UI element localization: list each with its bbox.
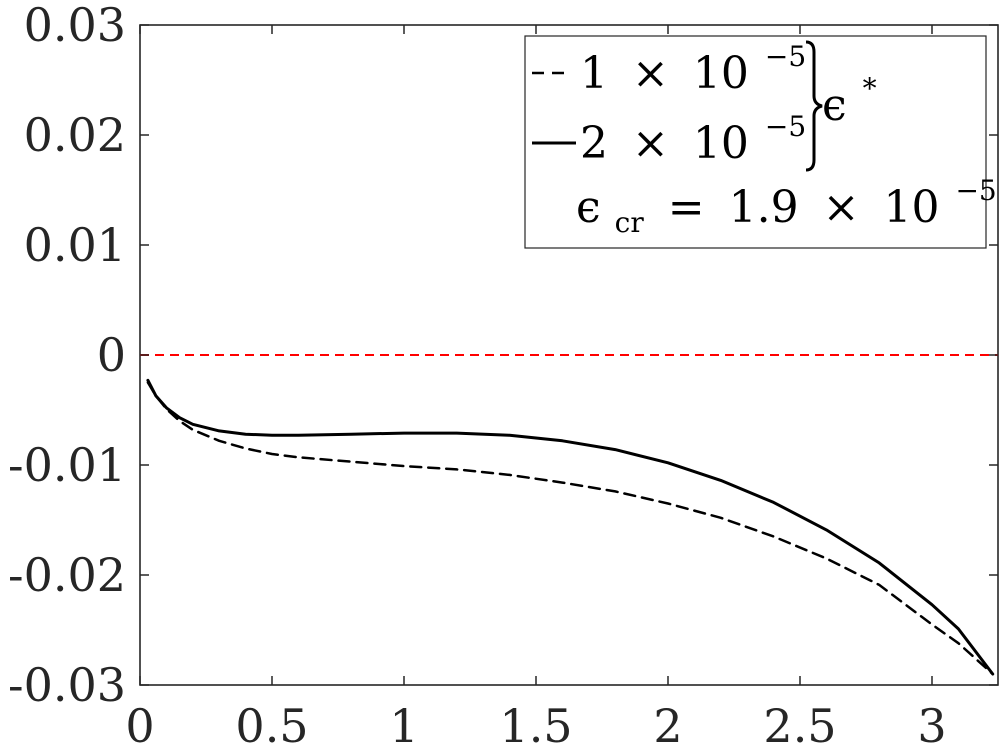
legend-group-sup: * <box>863 72 877 105</box>
legend-entry-1-exponent: −5 <box>765 40 806 73</box>
y-tick-label: 0.02 <box>24 108 126 162</box>
series-line-solid <box>146 378 995 676</box>
legend-entry-1-times: × <box>632 48 669 99</box>
y-tick-label: 0 <box>97 328 126 382</box>
annotation-times: × <box>823 182 860 233</box>
x-tick-label: 2.5 <box>763 699 836 750</box>
legend-brace <box>805 40 823 172</box>
legend-entry-1-base: 10 <box>693 48 749 99</box>
y-tick-label: 0.03 <box>24 0 126 52</box>
y-tick-label: -0.02 <box>8 548 126 602</box>
series-line-dashed <box>146 381 994 676</box>
annotation-symbol: ϵ <box>576 182 601 233</box>
annotation-equals: = <box>668 182 705 233</box>
x-tick-label: 1.5 <box>499 699 572 750</box>
legend-entry-2-mantissa: 2 <box>580 118 608 169</box>
legend: 1 × 10 −5 2 × 10 −5 ϵ * ϵ cr = 1.9 × 10 … <box>524 35 997 249</box>
annotation-base: 10 <box>883 182 939 233</box>
annotation-exponent: −5 <box>955 174 996 207</box>
legend-entry-2: 2 × 10 −5 <box>580 110 806 169</box>
legend-entry-1: 1 × 10 −5 <box>580 40 806 99</box>
legend-entry-2-exponent: −5 <box>765 110 806 143</box>
legend-group-label: ϵ * <box>822 72 877 131</box>
x-tick-label: 0.5 <box>235 699 308 750</box>
y-tick-label: 0.01 <box>24 218 126 272</box>
legend-entry-1-mantissa: 1 <box>580 48 608 99</box>
x-tick-label: 0 <box>125 699 154 750</box>
series-layer <box>146 378 995 676</box>
x-tick-label: 3 <box>917 699 946 750</box>
legend-annotation: ϵ cr = 1.9 × 10 −5 <box>576 174 997 243</box>
annotation-mantissa: 1.9 <box>729 182 799 233</box>
tick-layer: 0 0.5 1 1.5 2 2.5 3 0.03 0.02 0.01 0 -0.01 -0.02 -0.0… <box>8 0 998 750</box>
legend-group-symbol: ϵ <box>822 80 847 131</box>
legend-entry-2-base: 10 <box>693 118 749 169</box>
y-tick-label: -0.01 <box>8 438 126 492</box>
legend-box <box>524 35 987 249</box>
x-tick-label: 1 <box>389 699 418 750</box>
annotation-subscript: cr <box>615 206 645 239</box>
legend-entry-2-times: × <box>632 118 669 169</box>
x-tick-label: 2 <box>653 699 682 750</box>
y-tick-label: -0.03 <box>8 658 126 712</box>
